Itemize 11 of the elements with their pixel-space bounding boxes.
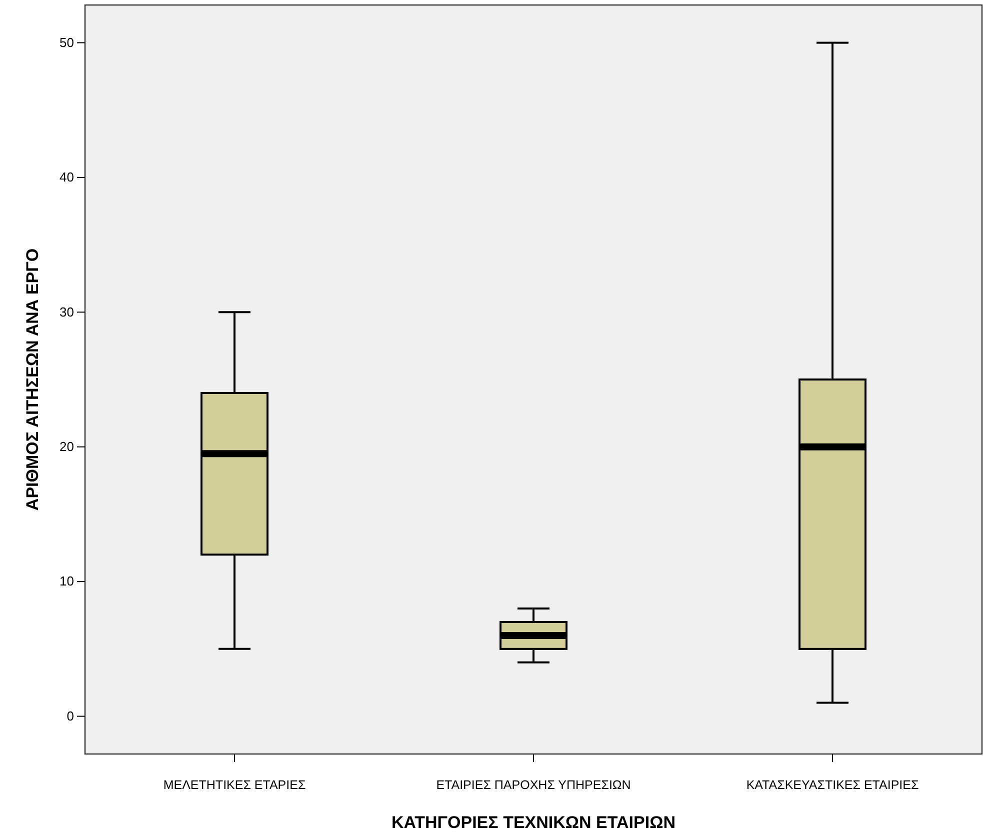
y-axis-title: ΑΡΙΘΜΟΣ ΑΙΤΗΣΕΩΝ ΑΝΑ ΕΡΓΟ bbox=[23, 248, 42, 511]
y-tick-label: 40 bbox=[60, 170, 74, 185]
y-tick-label: 10 bbox=[60, 574, 74, 589]
y-tick-label: 30 bbox=[60, 304, 74, 320]
x-tick-label: ΕΤΑΙΡΙΕΣ ΠΑΡΟΧΗΣ ΥΠΗΡΕΣΙΩΝ bbox=[436, 778, 631, 792]
y-tick-label: 20 bbox=[60, 439, 74, 454]
x-tick-label: ΚΑΤΑΣΚΕΥΑΣΤΙΚΕΣ ΕΤΑΙΡΙΕΣ bbox=[746, 778, 919, 792]
y-tick-label: 0 bbox=[66, 708, 74, 724]
x-axis-title: ΚΑΤΗΓΟΡΙΕΣ ΤΕΧΝΙΚΩΝ ΕΤΑΙΡΙΩΝ bbox=[392, 813, 676, 832]
x-tick-label: ΜΕΛΕΤΗΤΙΚΕΣ ΕΤΑΡΙΕΣ bbox=[163, 778, 306, 792]
y-tick-label: 50 bbox=[60, 34, 74, 50]
